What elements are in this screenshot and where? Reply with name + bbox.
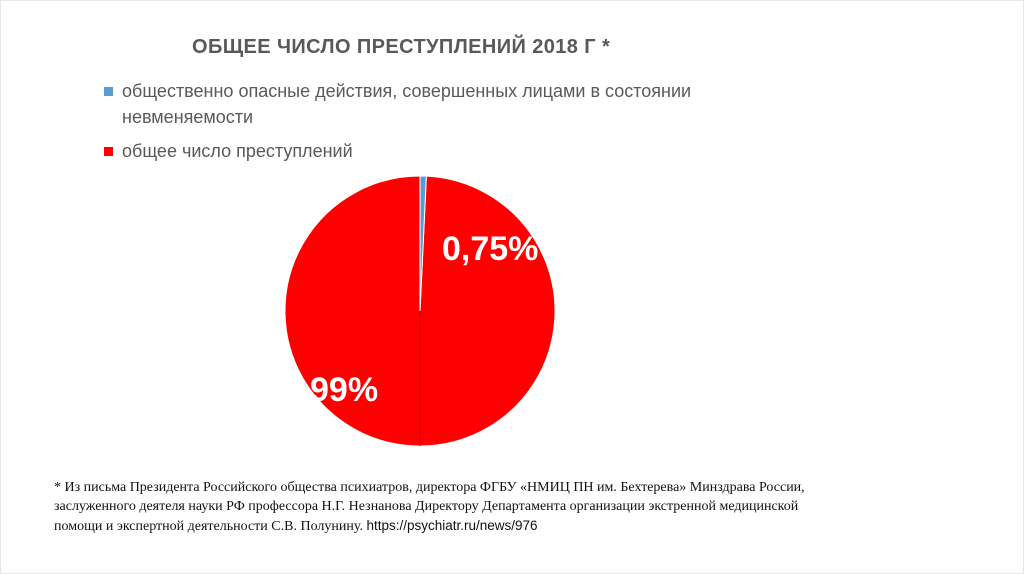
legend-swatch-total-crimes xyxy=(104,147,113,156)
chart-legend: общественно опасные действия, совершенны… xyxy=(104,78,784,172)
legend-label-insanity-acts: общественно опасные действия, совершенны… xyxy=(122,81,692,127)
pie-label-total-crimes: 99% xyxy=(310,371,378,409)
legend-item-total-crimes: общее число преступлений xyxy=(104,138,784,164)
pie-label-insanity-acts: 0,75% xyxy=(442,230,538,268)
legend-swatch-insanity-acts xyxy=(104,87,113,96)
footnote-link[interactable]: https://psychiatr.ru/news/976 xyxy=(366,518,538,533)
footnote-text: * Из письма Президента Российского общес… xyxy=(54,480,805,534)
source-footnote: * Из письма Президента Российского общес… xyxy=(54,478,844,536)
legend-item-insanity-acts: общественно опасные действия, совершенны… xyxy=(104,78,784,130)
chart-title: ОБЩЕЕ ЧИСЛО ПРЕСТУПЛЕНИЙ 2018 Г * xyxy=(192,36,611,58)
legend-label-total-crimes: общее число преступлений xyxy=(122,141,353,161)
pie-slice-insanity-acts xyxy=(419,175,427,312)
